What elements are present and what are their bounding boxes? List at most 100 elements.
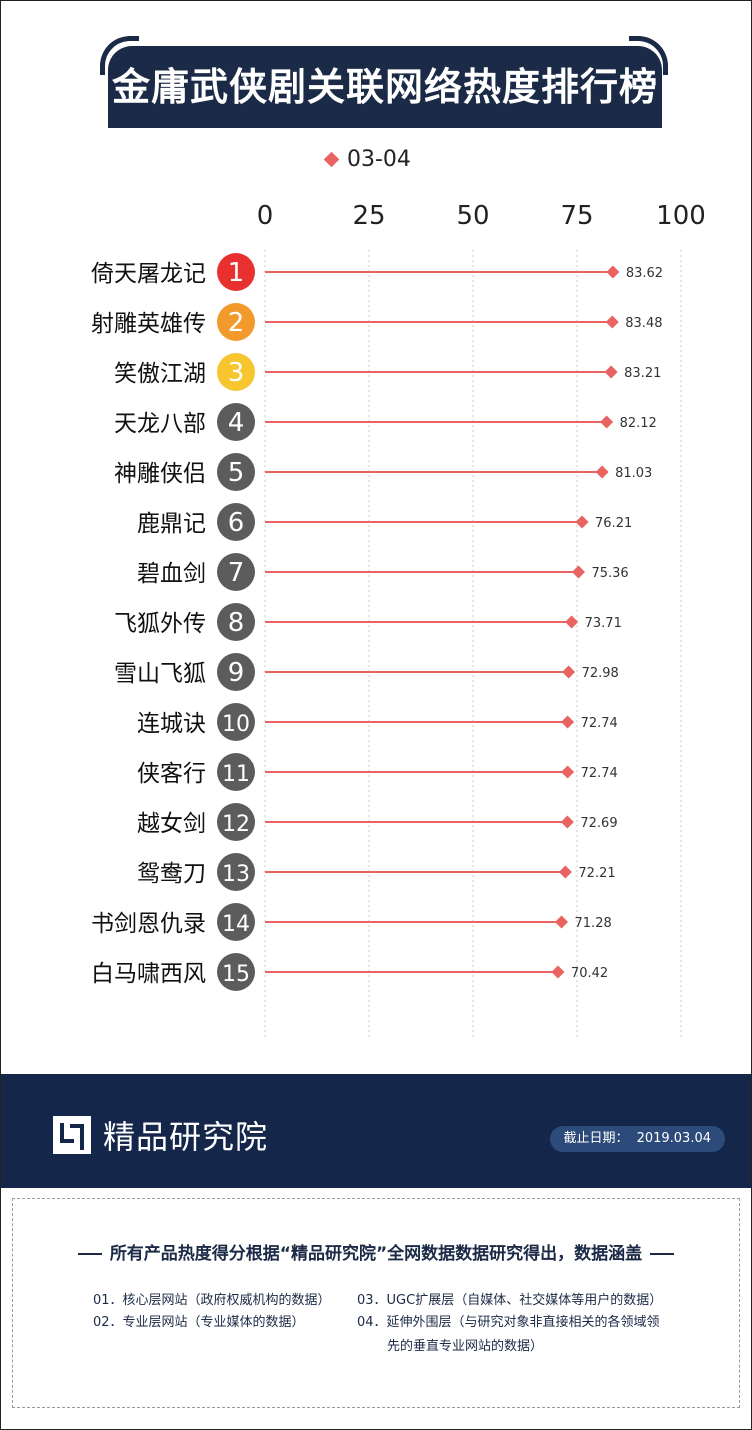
lollipop-chart: 0 25 50 75 10083.621倚天屠龙记83.482射雕英雄传83.213笑傲… <box>91 201 706 1040</box>
date-badge: 截止日期： 2019.03.04 <box>549 1126 725 1152</box>
rank-badge <box>217 253 255 291</box>
rank-badge <box>217 603 255 641</box>
data-point <box>555 915 569 929</box>
category-label: 神雕侠侣 <box>114 461 206 487</box>
data-point <box>561 765 575 779</box>
value-label: 83.48 <box>625 316 662 331</box>
data-point <box>551 965 565 979</box>
legend-label: 03-04 <box>347 146 411 172</box>
category-label: 射雕英雄传 <box>91 311 206 337</box>
category-label: 鸳鸯刀 <box>137 861 206 887</box>
value-label: 83.21 <box>624 366 661 381</box>
legend: 03-04 <box>323 144 411 174</box>
value-label: 70.42 <box>571 966 608 981</box>
rank-badge <box>217 303 255 341</box>
value-label: 72.74 <box>581 716 618 731</box>
rank-badge <box>217 953 255 991</box>
category-label: 连城诀 <box>137 711 206 737</box>
logo: 精品研究院 <box>53 1112 268 1158</box>
data-point <box>595 465 609 479</box>
category-label: 白马啸西风 <box>91 961 206 987</box>
value-label: 82.12 <box>620 416 657 431</box>
notes-box: 所有产品热度得分根据“精品研究院”全网数据数据研究得出，数据涵盖 01．核心层网… <box>12 1198 740 1408</box>
heading-dash-right <box>650 1253 675 1255</box>
rank-number: 3 <box>228 358 245 388</box>
chart-title: 金庸武侠剧关联网络热度排行榜 <box>111 65 658 109</box>
value-label: 72.69 <box>580 816 617 831</box>
rank-number: 2 <box>228 308 245 338</box>
x-tick-label: 50 <box>456 201 489 231</box>
rank-badge <box>217 353 255 391</box>
value-label: 72.21 <box>578 866 615 881</box>
rank-badge <box>217 853 255 891</box>
x-tick-label: 25 <box>352 201 385 231</box>
category-label: 越女剑 <box>137 811 206 837</box>
rank-badge <box>217 403 255 441</box>
rank-number: 9 <box>228 658 245 688</box>
rank-badge <box>217 453 255 491</box>
rank-number: 13 <box>222 862 250 887</box>
rank-badge <box>217 753 255 791</box>
note-item-3: 03．UGC扩展层（自媒体、社交媒体等用户的数据） <box>357 1293 663 1308</box>
note-item-4: 04．延伸外围层（与研究对象非直接相关的各领域领 <box>357 1315 660 1330</box>
value-label: 72.98 <box>582 666 619 681</box>
rank-badge <box>217 803 255 841</box>
value-label: 83.62 <box>626 266 663 281</box>
rank-badge <box>217 903 255 941</box>
category-label: 书剑恩仇录 <box>91 911 206 937</box>
title-banner: 金庸武侠剧关联网络热度排行榜 <box>100 36 668 130</box>
data-point <box>560 815 574 829</box>
rank-number: 15 <box>222 962 250 987</box>
date-label: 截止日期： <box>563 1131 629 1146</box>
title-ear-left <box>100 36 139 75</box>
value-label: 81.03 <box>615 466 652 481</box>
data-point <box>575 515 589 529</box>
heading-dash-left <box>77 1253 102 1255</box>
value-label: 73.71 <box>585 616 622 631</box>
data-point <box>558 865 572 879</box>
rank-number: 8 <box>228 608 245 638</box>
title-ear-right <box>629 36 668 75</box>
data-point <box>562 665 576 679</box>
rank-number: 12 <box>222 812 250 837</box>
category-label: 天龙八部 <box>114 411 206 437</box>
category-label: 碧血剑 <box>137 561 206 587</box>
data-point <box>571 565 585 579</box>
x-tick-label: 100 <box>656 201 706 231</box>
rank-badge <box>217 503 255 541</box>
legend-marker <box>323 151 340 167</box>
footer-bar: 精品研究院 截止日期： 2019.03.04 <box>1 1074 751 1188</box>
rank-number: 14 <box>222 912 250 937</box>
title-box: 金庸武侠剧关联网络热度排行榜 <box>108 46 662 128</box>
category-label: 鹿鼎记 <box>137 511 206 537</box>
rank-number: 10 <box>222 712 250 737</box>
rank-number: 4 <box>228 408 245 438</box>
data-point <box>600 415 614 429</box>
rank-number: 5 <box>228 458 245 488</box>
data-point <box>606 265 620 279</box>
category-label: 雪山飞狐 <box>114 661 206 687</box>
note-item-1: 01．核心层网站（政府权威机构的数据） <box>93 1293 331 1308</box>
rank-number: 6 <box>228 508 245 538</box>
value-label: 72.74 <box>581 766 618 781</box>
x-tick-label: 0 <box>257 201 274 231</box>
date-value: 2019.03.04 <box>636 1131 711 1146</box>
data-point <box>565 615 579 629</box>
notes-heading-row: 所有产品热度得分根据“精品研究院”全网数据数据研究得出，数据涵盖 <box>13 1239 739 1264</box>
note-item-4-cont: 先的垂直专业网站的数据） <box>387 1339 544 1354</box>
rank-badge <box>217 553 255 591</box>
data-point <box>605 315 619 329</box>
category-label: 倚天屠龙记 <box>91 261 206 287</box>
logo-icon <box>53 1116 91 1154</box>
notes-heading: 所有产品热度得分根据“精品研究院”全网数据数据研究得出，数据涵盖 <box>109 1244 643 1264</box>
value-label: 76.21 <box>595 516 632 531</box>
rank-number: 1 <box>228 258 245 288</box>
data-point <box>561 715 575 729</box>
rank-number: 11 <box>222 762 250 787</box>
value-label: 75.36 <box>591 566 628 581</box>
category-label: 笑傲江湖 <box>114 361 206 387</box>
rank-number: 7 <box>228 558 245 588</box>
category-label: 侠客行 <box>137 761 206 787</box>
rank-badge <box>217 653 255 691</box>
logo-text: 精品研究院 <box>103 1118 269 1156</box>
